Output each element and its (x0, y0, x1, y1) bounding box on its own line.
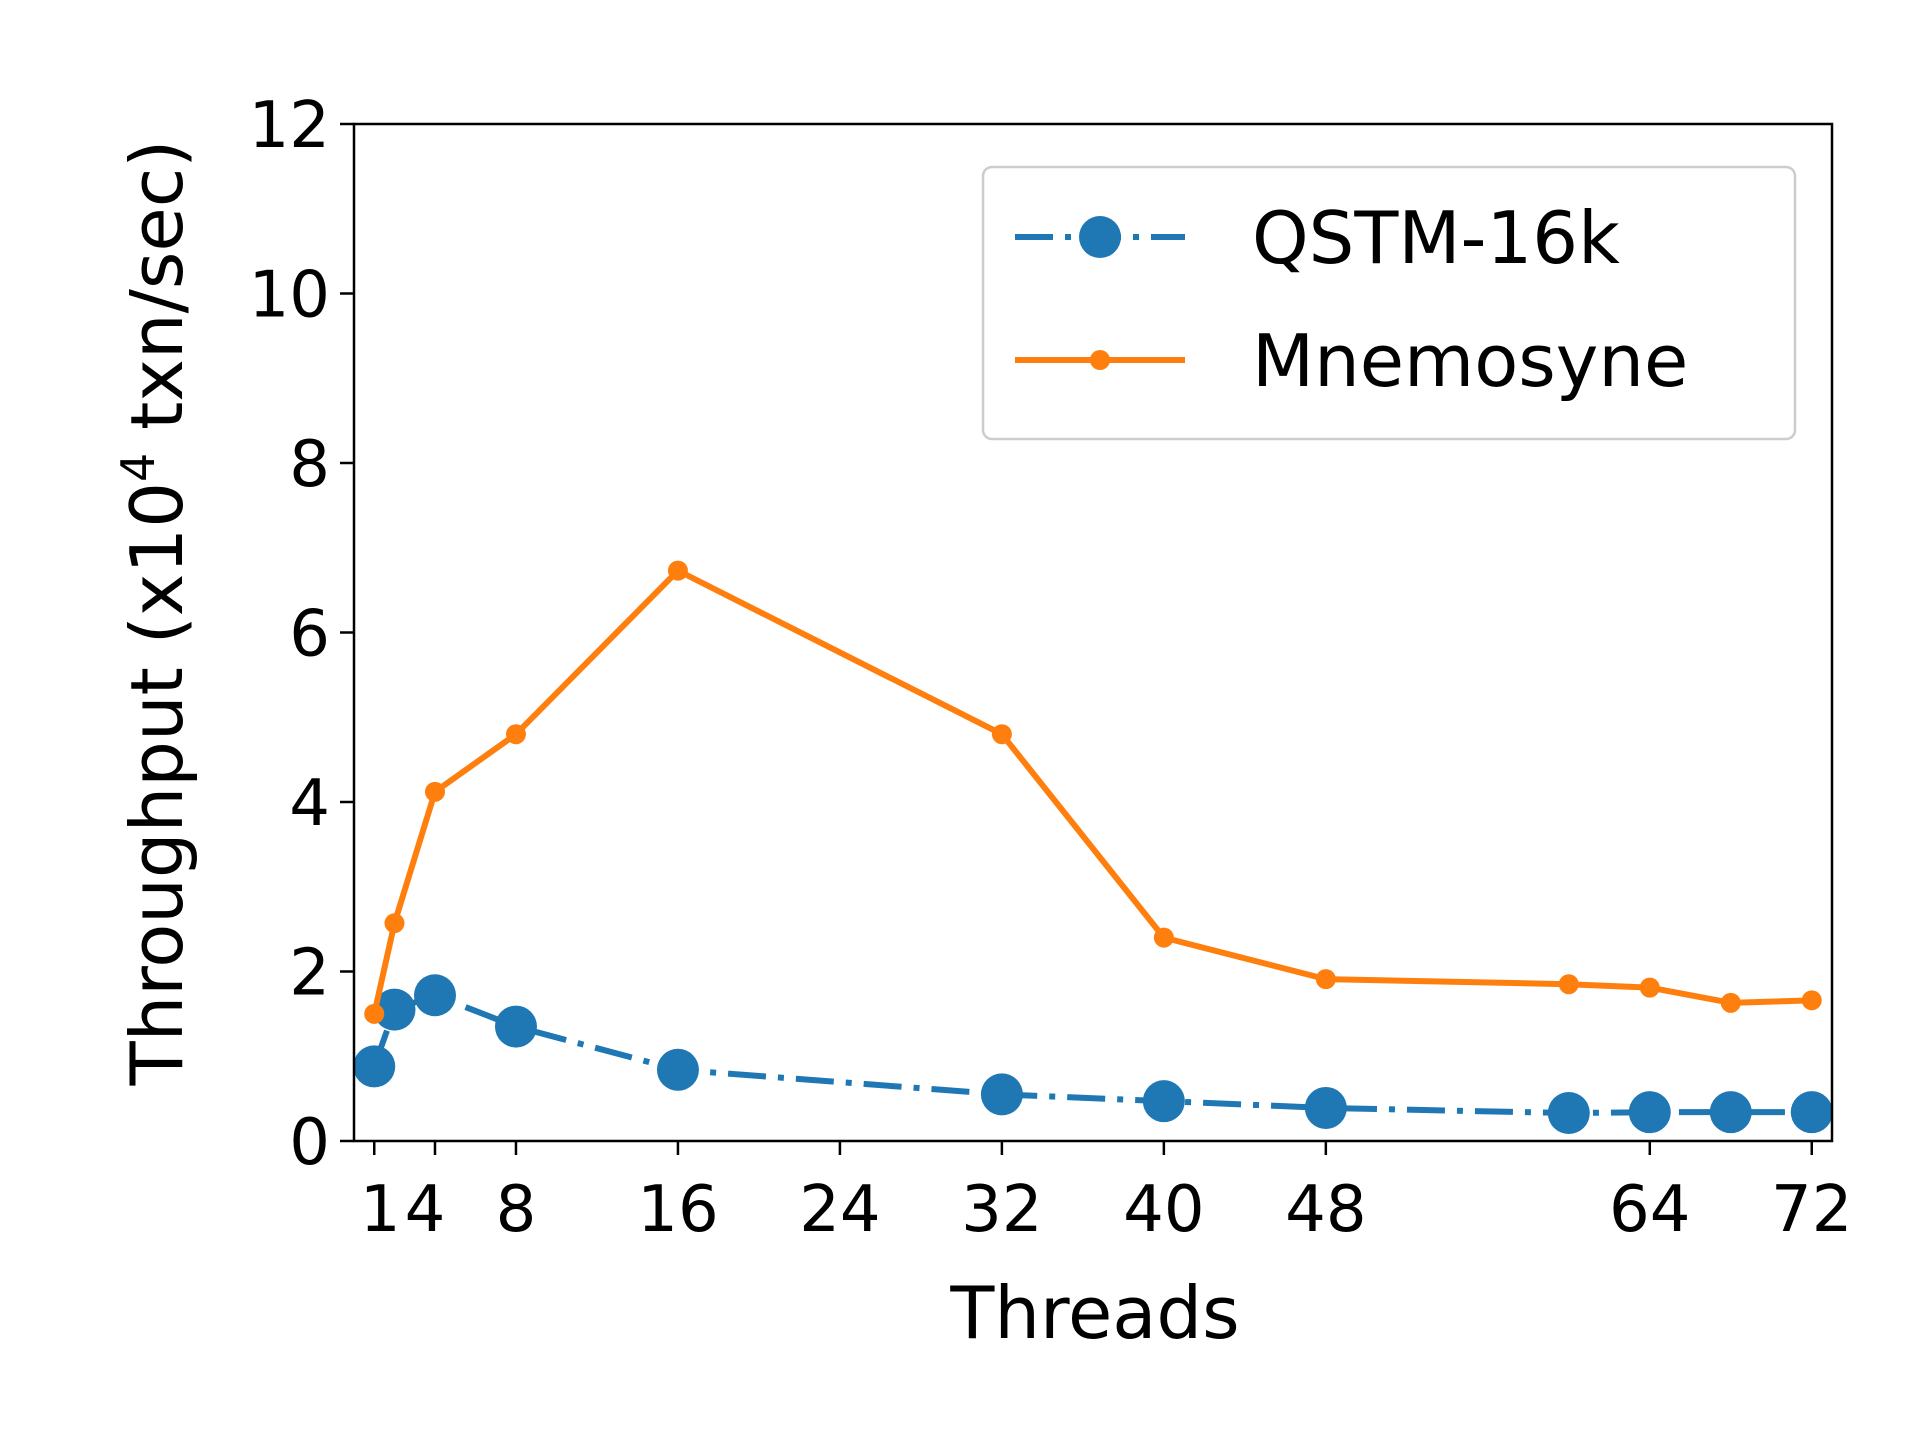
data-point-mnemosyne (384, 913, 405, 934)
data-point-qstm (353, 1045, 396, 1088)
data-point-qstm (1304, 1086, 1347, 1129)
legend-swatch-marker-qstm (1079, 216, 1121, 258)
data-point-qstm (494, 1005, 537, 1048)
data-point-qstm (656, 1048, 699, 1091)
x-tick-label: 72 (1771, 1173, 1852, 1247)
x-tick-label: 48 (1285, 1173, 1366, 1247)
data-point-mnemosyne (505, 724, 526, 745)
y-axis-label-unit: txn/sec) (115, 140, 199, 453)
legend-box (981, 165, 1797, 441)
x-tick-label: 1 (360, 1173, 401, 1247)
y-axis-label: Throughput (x104 txn/sec) (111, 140, 199, 1087)
y-axis-ticks: 0 2 4 6 8 10 12 (249, 89, 354, 1180)
x-tick-label: 16 (637, 1173, 718, 1247)
x-tick-label: 40 (1123, 1173, 1204, 1247)
data-point-mnemosyne (1639, 977, 1660, 998)
data-point-mnemosyne (1801, 990, 1822, 1011)
data-point-qstm (1709, 1091, 1752, 1134)
data-point-qstm (1142, 1080, 1185, 1123)
data-point-qstm (413, 974, 456, 1017)
y-tick-label: 8 (289, 428, 330, 502)
series-layer (353, 560, 1833, 1135)
y-tick-label: 6 (289, 598, 330, 672)
data-point-qstm (1628, 1091, 1671, 1134)
x-tick-label: 4 (405, 1173, 446, 1247)
y-tick-label: 2 (289, 937, 330, 1011)
x-tick-label: 32 (961, 1173, 1042, 1247)
legend-label-qstm: QSTM-16k (1252, 196, 1620, 280)
legend: QSTM-16k Mnemosyne (981, 165, 1797, 441)
series-line-mnemosyne (371, 567, 1812, 1015)
x-axis-ticks: 1 4 8 16 24 32 40 48 64 72 (360, 1141, 1852, 1247)
data-point-mnemosyne (667, 560, 688, 581)
data-point-mnemosyne (1315, 969, 1336, 990)
data-point-mnemosyne (991, 724, 1012, 745)
data-point-mnemosyne (424, 781, 445, 802)
y-axis-label-exponent: 4 (111, 453, 165, 482)
data-point-qstm (1790, 1091, 1833, 1134)
data-point-qstm (373, 988, 416, 1031)
x-tick-label: 24 (799, 1173, 880, 1247)
data-point-mnemosyne (1720, 992, 1741, 1013)
y-tick-label: 4 (289, 767, 330, 841)
x-tick-label: 8 (496, 1173, 537, 1247)
data-point-qstm (1547, 1092, 1590, 1135)
data-point-mnemosyne (364, 1003, 385, 1024)
series-line-qstm (371, 992, 1812, 1117)
x-axis-label: Threads (949, 1271, 1239, 1355)
x-tick-label: 64 (1609, 1173, 1690, 1247)
y-tick-label: 0 (289, 1106, 330, 1180)
data-point-mnemosyne (1558, 974, 1579, 995)
legend-swatch-marker-mnemosyne (1090, 350, 1110, 370)
legend-label-mnemosyne: Mnemosyne (1252, 319, 1688, 403)
data-point-qstm (980, 1073, 1023, 1116)
data-point-mnemosyne (1153, 927, 1174, 948)
y-axis-label-main: Throughput (x10 (115, 482, 199, 1086)
y-tick-label: 12 (249, 89, 330, 163)
y-tick-label: 10 (249, 259, 330, 333)
